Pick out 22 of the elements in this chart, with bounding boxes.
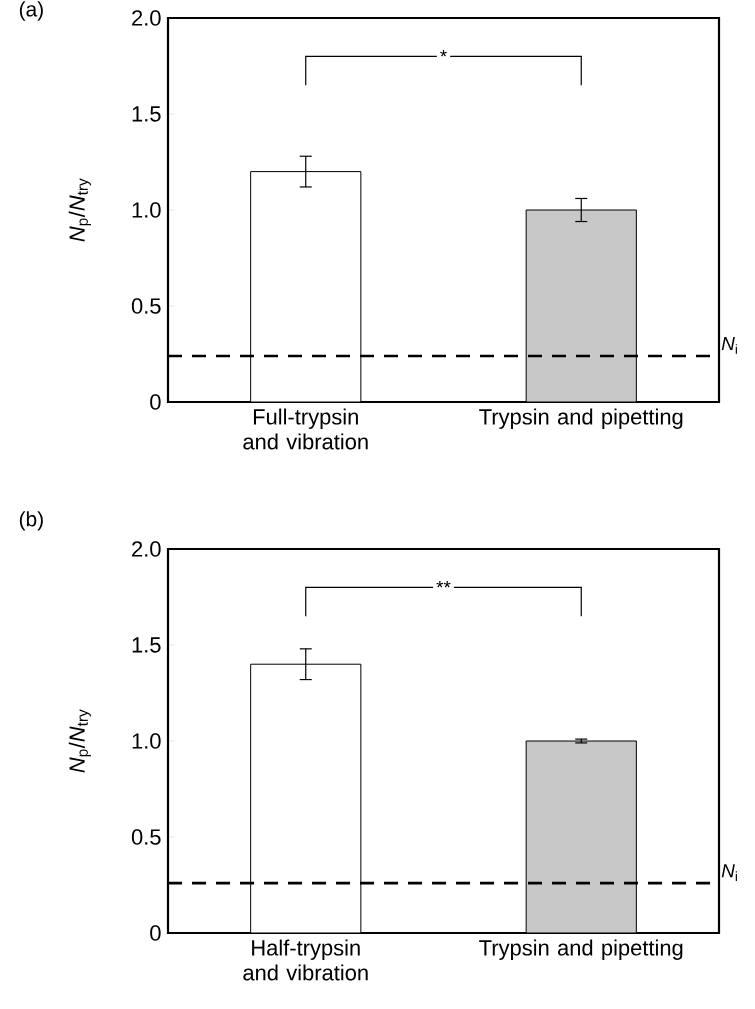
annotation: **: [436, 580, 451, 588]
ref-line-label: N$_{i}$: [721, 864, 737, 881]
y-tick-label: 0.5: [131, 829, 161, 845]
chart-title: (b): [19, 511, 43, 531]
x-tick-label: Half-trypsin and vibration: [243, 939, 368, 981]
y-tick-label: 1.0: [132, 202, 161, 218]
y-axis-title: N$_{p}$/N$_{try}$: [68, 709, 91, 773]
ref-line-label: N$_{i}$: [721, 337, 737, 354]
y-tick-label: 1.0: [132, 733, 161, 749]
y-tick-label: 1.5: [132, 106, 161, 122]
chart-title: (a): [19, 1, 43, 21]
x-tick-label: Full-trypsin and vibration: [243, 408, 368, 450]
y-axis-title: N$_{p}$/N$_{try}$: [68, 178, 91, 242]
y-tick-label: 1.5: [132, 637, 161, 653]
y-tick-label: 0: [150, 925, 161, 941]
x-tick-label: Trypsin and pipetting: [479, 939, 683, 960]
x-tick-label: Trypsin and pipetting: [479, 408, 683, 429]
y-tick-label: 0.5: [131, 298, 161, 314]
annotation: *: [440, 49, 447, 57]
y-tick-label: 2.0: [132, 10, 161, 26]
y-tick-label: 0: [150, 394, 161, 410]
y-tick-label: 2.0: [132, 541, 161, 557]
